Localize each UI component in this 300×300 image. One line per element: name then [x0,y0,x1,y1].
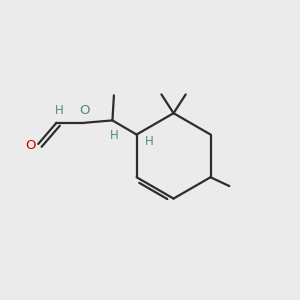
Text: H: H [145,135,153,148]
Text: H: H [110,129,118,142]
Text: H: H [55,104,64,117]
Text: O: O [26,139,36,152]
Text: O: O [79,104,90,117]
